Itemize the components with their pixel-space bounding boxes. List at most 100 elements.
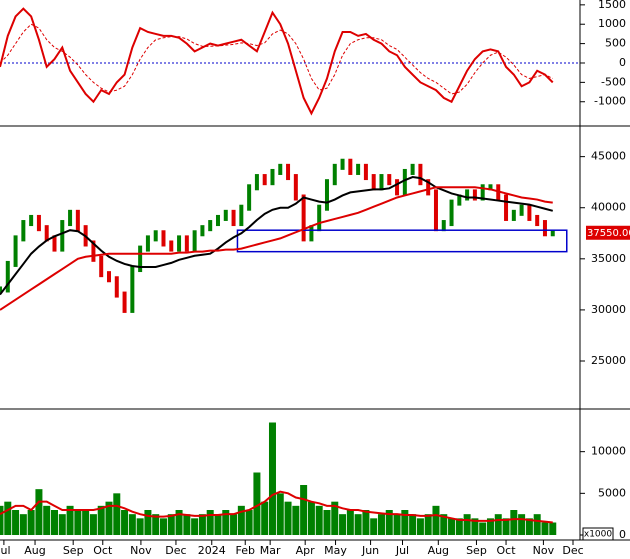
candle [52, 235, 57, 252]
x-tick-label: Jul [0, 544, 11, 557]
volume-bar [183, 514, 191, 535]
candle [91, 240, 96, 262]
volume-bar [89, 514, 97, 535]
candle [106, 271, 111, 283]
volume-bar [479, 522, 487, 535]
y-tick-label: 45000 [591, 150, 626, 163]
candle [371, 174, 376, 191]
candle [402, 168, 407, 196]
candle [145, 235, 150, 252]
volume-bar [284, 501, 292, 535]
volume-bar [533, 514, 541, 535]
volume-bar [440, 514, 448, 535]
candle [465, 189, 470, 201]
candle [223, 209, 228, 221]
x-tick-label: Jun [361, 544, 379, 557]
volume-bar [494, 514, 502, 535]
y-tick-label: 0 [619, 56, 626, 69]
candle [363, 163, 368, 181]
volume-bar [58, 514, 66, 535]
volume-bar [12, 510, 20, 535]
volume-bar [393, 514, 401, 535]
candle [324, 179, 329, 211]
volume-bar [370, 518, 378, 535]
candle [247, 184, 252, 211]
candle [270, 168, 275, 186]
volume-bar [27, 510, 35, 535]
volume-bar [245, 510, 253, 535]
volume-bar [214, 514, 222, 535]
candle [317, 204, 322, 232]
volume-bar [401, 510, 409, 535]
x-tick-label: Nov [130, 544, 152, 557]
candle [122, 291, 127, 313]
volume-bar [518, 514, 526, 535]
last-price-box [586, 225, 630, 240]
volume-bar [354, 514, 362, 535]
volume-bar [471, 518, 479, 535]
candle [21, 220, 26, 242]
volume-bar [510, 510, 518, 535]
x-tick-label: Aug [24, 544, 45, 557]
candle [441, 220, 446, 232]
volume-bar [409, 514, 417, 535]
line [0, 176, 554, 296]
candle [262, 174, 267, 186]
volume-bar [136, 518, 144, 535]
candle [286, 163, 291, 181]
candle [527, 204, 532, 221]
candle [68, 209, 73, 227]
volume-bar [191, 518, 199, 535]
volume-bar [377, 514, 385, 535]
volume-bar [300, 485, 308, 535]
candle [192, 230, 197, 252]
volume-bar [159, 518, 167, 535]
y-tick-label: 5000 [598, 486, 626, 499]
candle [395, 179, 400, 196]
volume-bar [206, 510, 214, 535]
y-tick-label: 30000 [591, 303, 626, 316]
volume-bar [222, 510, 230, 535]
volume-bar [105, 501, 113, 535]
volume-bar [82, 510, 90, 535]
volume-bar [525, 518, 533, 535]
candle [457, 194, 462, 206]
y-tick-label: 1000 [598, 17, 626, 30]
volume-bar [292, 505, 300, 535]
x-tick-label: Jul [395, 544, 409, 557]
candle [114, 276, 119, 298]
candle [309, 225, 314, 242]
candle [13, 235, 18, 267]
volume-bar [74, 510, 82, 535]
x-tick-label: Oct [93, 544, 113, 557]
candle [75, 209, 80, 232]
candle [348, 158, 353, 175]
candle [519, 204, 524, 216]
x-tick-label: Feb [235, 544, 254, 557]
y-tick-label: -1000 [594, 95, 626, 108]
candle [169, 240, 174, 252]
candle [239, 204, 244, 227]
candle [5, 260, 10, 293]
y-tick-label: 10000 [591, 445, 626, 458]
candle [426, 179, 431, 196]
volume-bar [97, 505, 105, 535]
volume-bar [175, 510, 183, 535]
volume-bar [416, 518, 424, 535]
volume-bar [66, 505, 74, 535]
volume-bar [463, 514, 471, 535]
x-tick-label: Oct [497, 544, 517, 557]
volume-bar [432, 505, 440, 535]
candle [184, 235, 189, 252]
x-tick-label: Sep [63, 544, 84, 557]
volume-bar [43, 505, 51, 535]
volume-bar [4, 501, 12, 535]
volume-bar [541, 522, 549, 535]
x-tick-label: May [324, 544, 347, 557]
candle [177, 235, 182, 252]
x-tick-label: Sep [466, 544, 487, 557]
candle [153, 230, 158, 242]
candle [472, 189, 477, 201]
x-tick-label: Apr [296, 544, 316, 557]
volume-bar [448, 518, 456, 535]
